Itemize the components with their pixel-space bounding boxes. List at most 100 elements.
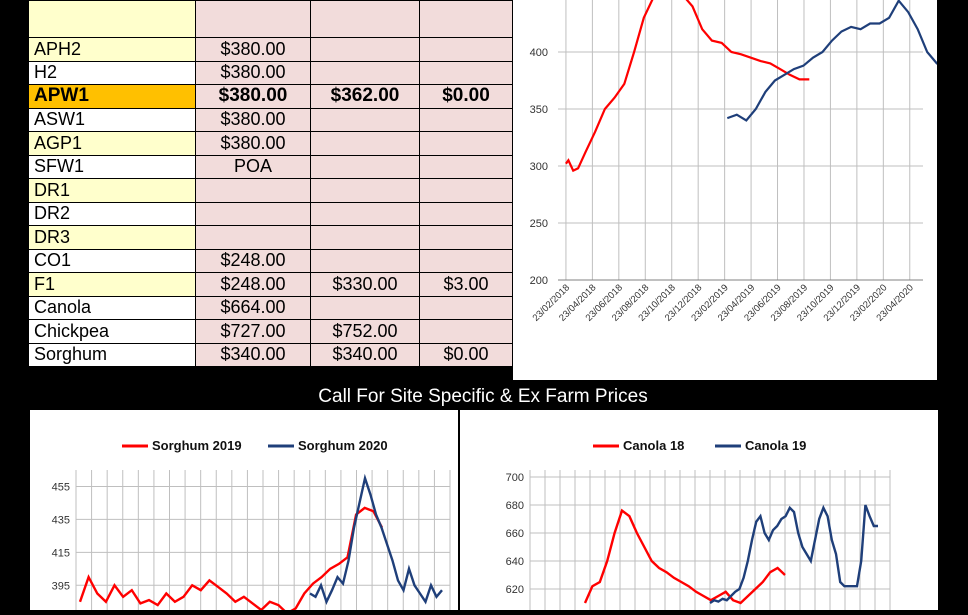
price-row: SFW1 POA [28,154,513,179]
price-row: Sorghum $340.00 $340.00 $0.00 [28,342,513,367]
price-row: ASW1 $380.00 [28,107,513,132]
price-cell[interactable] [310,0,420,38]
series-line [565,0,810,173]
price-cell[interactable]: $362.00 [310,84,420,109]
grade-cell[interactable]: SFW1 [28,154,196,179]
legend-label: Sorghum 2020 [298,438,388,453]
grade-cell[interactable]: DR3 [28,225,196,250]
price-cell[interactable]: $0.00 [419,342,513,367]
y-tick-label: 350 [530,104,548,116]
price-cell[interactable] [310,37,420,62]
grade-cell[interactable]: Sorghum [28,342,196,367]
y-tick-label: 435 [52,514,70,526]
price-cell[interactable]: $3.00 [419,272,513,297]
grade-cell[interactable]: H2 [28,60,196,85]
series-line [709,504,878,604]
price-cell[interactable] [419,178,513,203]
sorghum-chart: 395 415 435 455 Sorghum 2019 Sorghum 2020 [30,410,458,615]
price-cell[interactable] [419,107,513,132]
grade-cell[interactable]: Chickpea [28,319,196,344]
price-cell[interactable] [195,178,311,203]
price-cell[interactable]: $752.00 [310,319,420,344]
series-line [726,0,957,122]
price-cell[interactable]: $330.00 [310,272,420,297]
price-cell[interactable] [310,248,420,273]
y-tick-label: 700 [506,472,524,484]
price-cell[interactable]: $380.00 [195,131,311,156]
wheat-price-chart-svg: 20025030035040045023/02/201823/04/201823… [530,0,957,324]
price-cell[interactable] [419,225,513,250]
call-banner: Call For Site Specific & Ex Farm Prices [28,384,938,410]
y-tick-label: 455 [52,481,70,493]
price-row: CO1 $248.00 [28,248,513,273]
y-tick-label: 200 [530,275,548,287]
price-cell[interactable]: $340.00 [310,342,420,367]
price-cell[interactable] [419,295,513,320]
y-tick-label: 450 [530,0,548,2]
grade-cell[interactable]: F1 [28,272,196,297]
price-row [28,0,513,38]
grade-cell[interactable]: DR1 [28,178,196,203]
price-cell[interactable] [310,60,420,85]
price-cell[interactable] [419,201,513,226]
legend-label: Canola 18 [623,438,684,453]
price-cell[interactable]: $248.00 [195,272,311,297]
price-cell[interactable]: $380.00 [195,107,311,132]
y-tick-label: 395 [52,580,70,592]
price-row: AGP1 $380.00 [28,131,513,156]
price-cell[interactable] [419,131,513,156]
series-line [583,508,786,605]
price-cell[interactable]: $340.00 [195,342,311,367]
price-row: DR2 [28,201,513,226]
price-cell[interactable] [419,37,513,62]
price-cell[interactable] [195,201,311,226]
price-cell[interactable] [419,0,513,38]
price-cell[interactable] [419,154,513,179]
y-tick-label: 415 [52,547,70,559]
price-row: APW1 $380.00 $362.00 $0.00 [28,84,513,109]
y-tick-label: 400 [530,47,548,59]
series-line [78,506,384,615]
grade-cell[interactable]: Canola [28,295,196,320]
price-cell[interactable] [310,295,420,320]
price-cell[interactable]: $664.00 [195,295,311,320]
grade-cell[interactable]: CO1 [28,248,196,273]
price-cell[interactable]: $380.00 [195,37,311,62]
canola-chart: 620 640 660 680 700 Canola 18 Canola 19 [460,410,938,610]
price-cell[interactable] [310,154,420,179]
grade-cell[interactable]: AGP1 [28,131,196,156]
price-cell[interactable] [310,225,420,250]
price-cell[interactable] [310,107,420,132]
price-cell[interactable] [310,178,420,203]
y-tick-label: 620 [506,584,524,596]
price-cell[interactable] [310,131,420,156]
price-cell[interactable]: $380.00 [195,60,311,85]
price-cell[interactable] [310,201,420,226]
price-cell[interactable]: $380.00 [195,84,311,109]
y-tick-label: 640 [506,556,524,568]
price-row: Canola $664.00 [28,295,513,320]
price-cell[interactable]: $248.00 [195,248,311,273]
price-cell[interactable]: $727.00 [195,319,311,344]
price-cell[interactable]: POA [195,154,311,179]
price-cell[interactable] [419,60,513,85]
price-cell[interactable] [419,319,513,344]
grade-cell[interactable] [28,0,196,38]
price-row: F1 $248.00 $330.00 $3.00 [28,272,513,297]
price-row: DR3 [28,225,513,250]
grade-cell[interactable]: ASW1 [28,107,196,132]
grade-cell[interactable]: DR2 [28,201,196,226]
y-tick-label: 300 [530,161,548,173]
price-cell[interactable]: $0.00 [419,84,513,109]
price-row: Chickpea $727.00 $752.00 [28,319,513,344]
wheat-price-chart: 20025030035040045023/02/201823/04/201823… [513,0,957,380]
legend-label: Canola 19 [745,438,806,453]
price-cell[interactable] [195,225,311,250]
grade-cell[interactable]: APW1 [28,84,196,109]
price-table: APH2 $380.00 H2 $380.00 APW1 $380.00 $362.00 $0… [28,0,513,367]
y-tick-label: 680 [506,500,524,512]
price-cell[interactable] [419,248,513,273]
price-cell[interactable] [195,0,311,38]
grade-cell[interactable]: APH2 [28,37,196,62]
